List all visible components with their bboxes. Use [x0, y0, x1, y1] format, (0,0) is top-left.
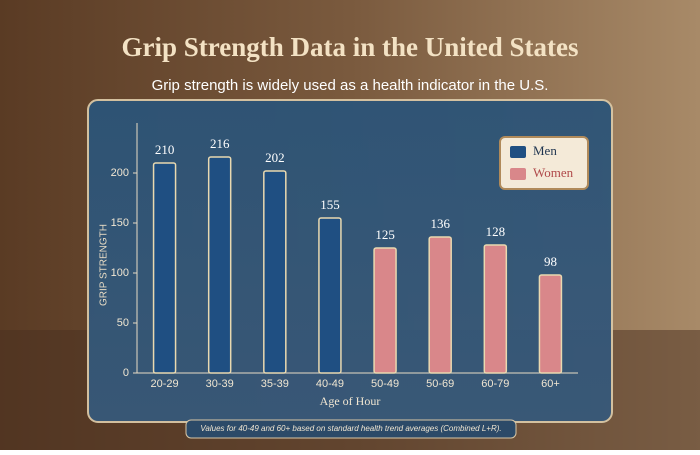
- bar: [373, 247, 397, 374]
- legend-label: Women: [533, 165, 574, 180]
- value-label: 128: [486, 224, 506, 239]
- x-tick-label: 50-69: [426, 378, 454, 390]
- bar: [152, 162, 177, 374]
- title: Grip Strength Data in the United States: [121, 32, 578, 62]
- value-label: 202: [265, 150, 285, 165]
- bar: [263, 170, 287, 374]
- value-label: 125: [375, 227, 395, 242]
- y-tick-label: 150: [111, 217, 129, 229]
- value-label: 216: [210, 136, 230, 151]
- y-tick-label: 50: [117, 317, 129, 329]
- value-label: 155: [320, 197, 340, 212]
- y-axis-label: GRIP STRENGTH: [99, 224, 110, 306]
- bar: [318, 217, 342, 374]
- footnote: Values for 40-49 and 60+ based on standa…: [200, 424, 501, 433]
- legend-label: Men: [533, 143, 557, 158]
- value-label: 136: [430, 216, 450, 231]
- subtitle: Grip strength is widely used as a health…: [152, 77, 549, 94]
- legend-swatch: [510, 146, 526, 158]
- y-tick-label: 0: [123, 367, 129, 379]
- bar: [483, 244, 508, 374]
- x-tick-label: 35-39: [261, 378, 289, 390]
- x-tick-label: 60-79: [481, 378, 509, 390]
- x-tick-label: 30-39: [206, 378, 234, 390]
- value-label: 98: [544, 254, 557, 269]
- x-tick-label: 50-49: [371, 378, 399, 390]
- y-tick-label: 100: [111, 267, 129, 279]
- bar: [207, 156, 232, 374]
- x-tick-label: 40-49: [316, 378, 344, 390]
- footnote-box: [185, 419, 517, 439]
- y-tick-label: 200: [111, 167, 129, 179]
- x-tick-label: 60+: [541, 378, 560, 390]
- bar: [428, 236, 452, 374]
- bar: [538, 274, 563, 374]
- value-label: 210: [155, 142, 175, 157]
- x-tick-label: 20-29: [150, 378, 178, 390]
- legend-swatch: [510, 168, 526, 180]
- x-axis-label: Age of Hour: [320, 394, 381, 408]
